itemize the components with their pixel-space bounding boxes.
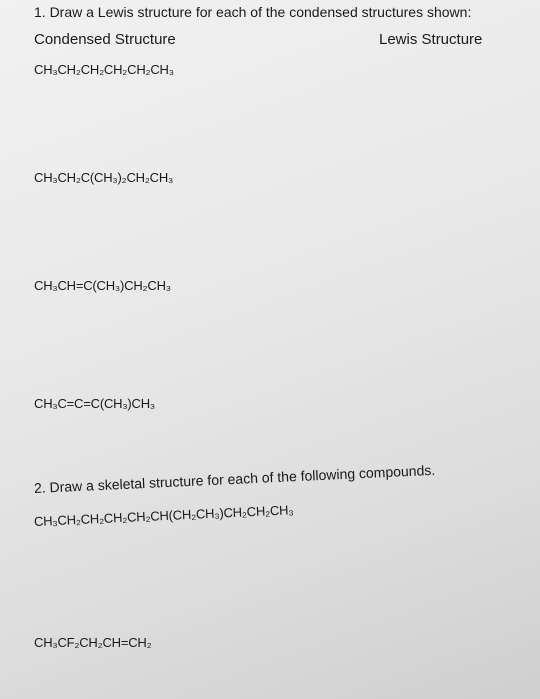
column-header: Lewis Structure bbox=[379, 31, 483, 48]
question-prompt: 1. Draw a Lewis structure for each of th… bbox=[34, 4, 472, 20]
condensed-formula: CH₃C=C=C(CH₃)CH₃ bbox=[34, 396, 156, 411]
column-header: Condensed Structure bbox=[34, 31, 176, 48]
condensed-formula: CH₃CF₂CH₂CH=CH₂ bbox=[34, 635, 152, 650]
condensed-formula: CH₃CH₂CH₂CH₂CH₂CH(CH₂CH₃)CH₂CH₂CH₃ bbox=[33, 502, 294, 529]
question-prompt: 2. Draw a skeletal structure for each of… bbox=[33, 461, 436, 496]
condensed-formula: CH₃CH₂CH₂CH₂CH₂CH₃ bbox=[34, 62, 174, 77]
condensed-formula: CH₃CH=C(CH₃)CH₂CH₃ bbox=[34, 278, 171, 293]
condensed-formula: CH₃CH₂C(CH₃)₂CH₂CH₃ bbox=[34, 170, 174, 185]
